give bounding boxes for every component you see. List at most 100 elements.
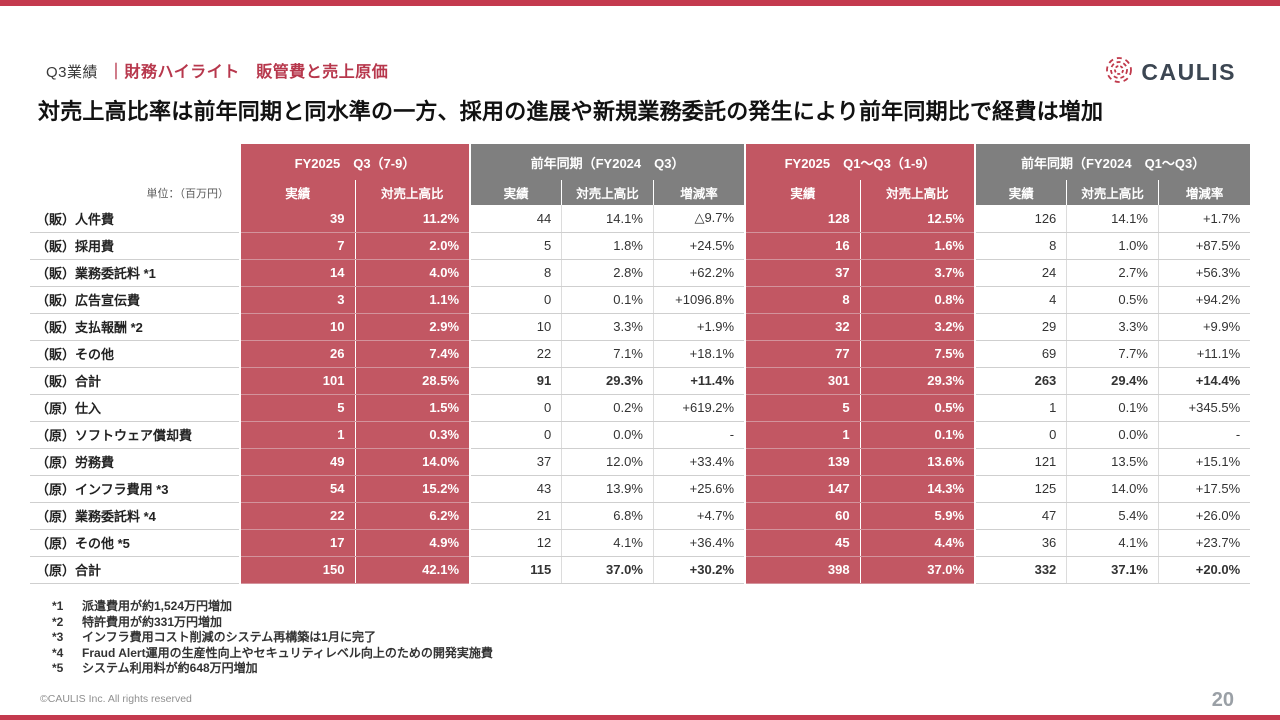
row-label: （原）その他 *5: [30, 529, 240, 557]
footnote-item: *3 インフラ費用コスト削減のシステム再構築は1月に完了: [52, 630, 493, 646]
table-cell: 3.7%: [859, 259, 976, 287]
table-cell: 6.2%: [354, 502, 471, 530]
table-cell: 4.9%: [354, 529, 471, 557]
footnote-text: システム利用料が約648万円増加: [82, 661, 258, 675]
footnote-mark: *3: [52, 630, 64, 644]
table-cell: 0.0%: [1066, 421, 1159, 449]
table-cell: +1096.8%: [652, 286, 746, 314]
table-cell: 37.0%: [561, 556, 654, 584]
table-cell: 8: [974, 232, 1067, 260]
table-cell: 10: [239, 313, 355, 341]
subheader-row: 単位：（百万円） 実績 対売上高比 実績 対売上高比 増減率 実績 対売上高比 実績 対売上高比…: [30, 180, 1251, 205]
table-cell: +62.2%: [652, 259, 746, 287]
table-cell: 7.5%: [859, 340, 976, 368]
column-subheader: 対売上高比: [354, 180, 471, 205]
table-cell: 14.0%: [1066, 475, 1159, 503]
table-cell: 0: [974, 421, 1067, 449]
footnotes: *1 派遣費用が約1,524万円増加 *2 特許費用が約331万円増加 *3 インフラ費用…: [52, 599, 493, 677]
footnote-item: *4 Fraud Alert運用の生産性向上やセキュリティレベル向上のための開発実…: [52, 646, 493, 662]
table-cell: 37.0%: [859, 556, 976, 584]
table-row: （販）採用費 7 2.0% 5 1.8% +24.5% 16 1.6% 8 1.0% +87.5%: [30, 232, 1251, 260]
row-label: （原）インフラ費用 *3: [30, 475, 240, 503]
table-cell: 29.3%: [561, 367, 654, 395]
table-cell: +94.2%: [1157, 286, 1251, 314]
table-cell: 1: [239, 421, 355, 449]
table-cell: 26: [239, 340, 355, 368]
unit-label: 単位：（百万円）: [30, 180, 240, 205]
table-cell: +36.4%: [652, 529, 746, 557]
footnote-mark: *5: [52, 661, 64, 675]
table-cell: +26.0%: [1157, 502, 1251, 530]
table-cell: 0.2%: [561, 394, 654, 422]
row-label: （販）支払報酬 *2: [30, 313, 240, 341]
row-label: （販）業務委託料 *1: [30, 259, 240, 287]
table-cell: 12.0%: [561, 448, 654, 476]
table-cell: 17: [239, 529, 355, 557]
column-group-header: 前年同期（FY2024 Q3）: [469, 144, 746, 180]
table-cell: 29: [974, 313, 1067, 341]
logo-wordmark: CAULIS: [1141, 59, 1236, 85]
table-row: （原）労務費 49 14.0% 37 12.0% +33.4% 139 13.6% 121 13.…: [30, 448, 1251, 476]
table-cell: 12.5%: [859, 205, 976, 233]
table-cell: 332: [974, 556, 1067, 584]
table-cell: +30.2%: [652, 556, 746, 584]
table-cell: 139: [744, 448, 861, 476]
table-cell: 44: [469, 205, 562, 233]
table-cell: 5.9%: [859, 502, 976, 530]
table-cell: △9.7%: [652, 205, 746, 233]
table-cell: 147: [744, 475, 861, 503]
table-body: （販）人件費 39 11.2% 44 14.1% △9.7% 128 12.5% 126 14.1…: [30, 205, 1251, 584]
table-cell: 37: [744, 259, 861, 287]
table-cell: 1.8%: [561, 232, 654, 260]
table-cell: 0.8%: [859, 286, 976, 314]
table-cell: 3.2%: [859, 313, 976, 341]
table-cell: 3.3%: [561, 313, 654, 341]
table-row: （原）仕入 5 1.5% 0 0.2% +619.2% 5 0.5% 1 0.1% +345.5%: [30, 394, 1251, 422]
column-subheader: 対売上高比: [1066, 180, 1159, 205]
table-cell: 398: [744, 556, 861, 584]
table-cell: 37.1%: [1066, 556, 1159, 584]
table-cell: +18.1%: [652, 340, 746, 368]
table-cell: 8: [469, 259, 562, 287]
company-logo: CAULIS: [1105, 56, 1236, 89]
table-cell: 22: [469, 340, 562, 368]
table-cell: 263: [974, 367, 1067, 395]
expense-table: FY2025 Q3（7-9） 前年同期（FY2024 Q3） FY2025 Q1～Q…: [30, 144, 1251, 584]
table-cell: 60: [744, 502, 861, 530]
table-cell: +14.4%: [1157, 367, 1251, 395]
table-cell: +345.5%: [1157, 394, 1251, 422]
table-cell: 1.6%: [859, 232, 976, 260]
table-cell: 69: [974, 340, 1067, 368]
table-cell: +56.3%: [1157, 259, 1251, 287]
table-cell: +20.0%: [1157, 556, 1251, 584]
table-cell: +1.9%: [652, 313, 746, 341]
slide-header: Q3業績 ｜財務ハイライト 販管費と売上原価: [46, 58, 388, 82]
table-cell: 0.5%: [1066, 286, 1159, 314]
row-label: （原）業務委託料 *4: [30, 502, 240, 530]
footnote-text: Fraud Alert運用の生産性向上やセキュリティレベル向上のための開発実施費: [82, 645, 493, 660]
table-row: （販）その他 26 7.4% 22 7.1% +18.1% 77 7.5% 69 7.7% +11.…: [30, 340, 1251, 368]
table-cell: +11.1%: [1157, 340, 1251, 368]
table-cell: 16: [744, 232, 861, 260]
table-row: （販）業務委託料 *1 14 4.0% 8 2.8% +62.2% 37 3.7% 24 2.7%…: [30, 259, 1251, 287]
table-cell: 3: [239, 286, 355, 314]
row-label: （販）採用費: [30, 232, 240, 260]
table-row: （販）合計 101 28.5% 91 29.3% +11.4% 301 29.3% 263 29.…: [30, 367, 1251, 395]
table-cell: 1: [974, 394, 1067, 422]
table-cell: 22: [239, 502, 355, 530]
column-subheader: 実績: [744, 180, 861, 205]
table-cell: 24: [974, 259, 1067, 287]
table-cell: 39: [239, 205, 355, 233]
table-cell: 125: [974, 475, 1067, 503]
table-cell: 12: [469, 529, 562, 557]
table-cell: 4.1%: [561, 529, 654, 557]
table-cell: 126: [974, 205, 1067, 233]
table-cell: +33.4%: [652, 448, 746, 476]
footnote-mark: *2: [52, 614, 64, 629]
table-cell: 29.3%: [859, 367, 976, 395]
table-cell: 5: [239, 394, 355, 422]
table-cell: 7.4%: [354, 340, 471, 368]
bottom-accent-bar: [0, 715, 1280, 720]
eyebrow-label: Q3業績: [46, 64, 99, 81]
